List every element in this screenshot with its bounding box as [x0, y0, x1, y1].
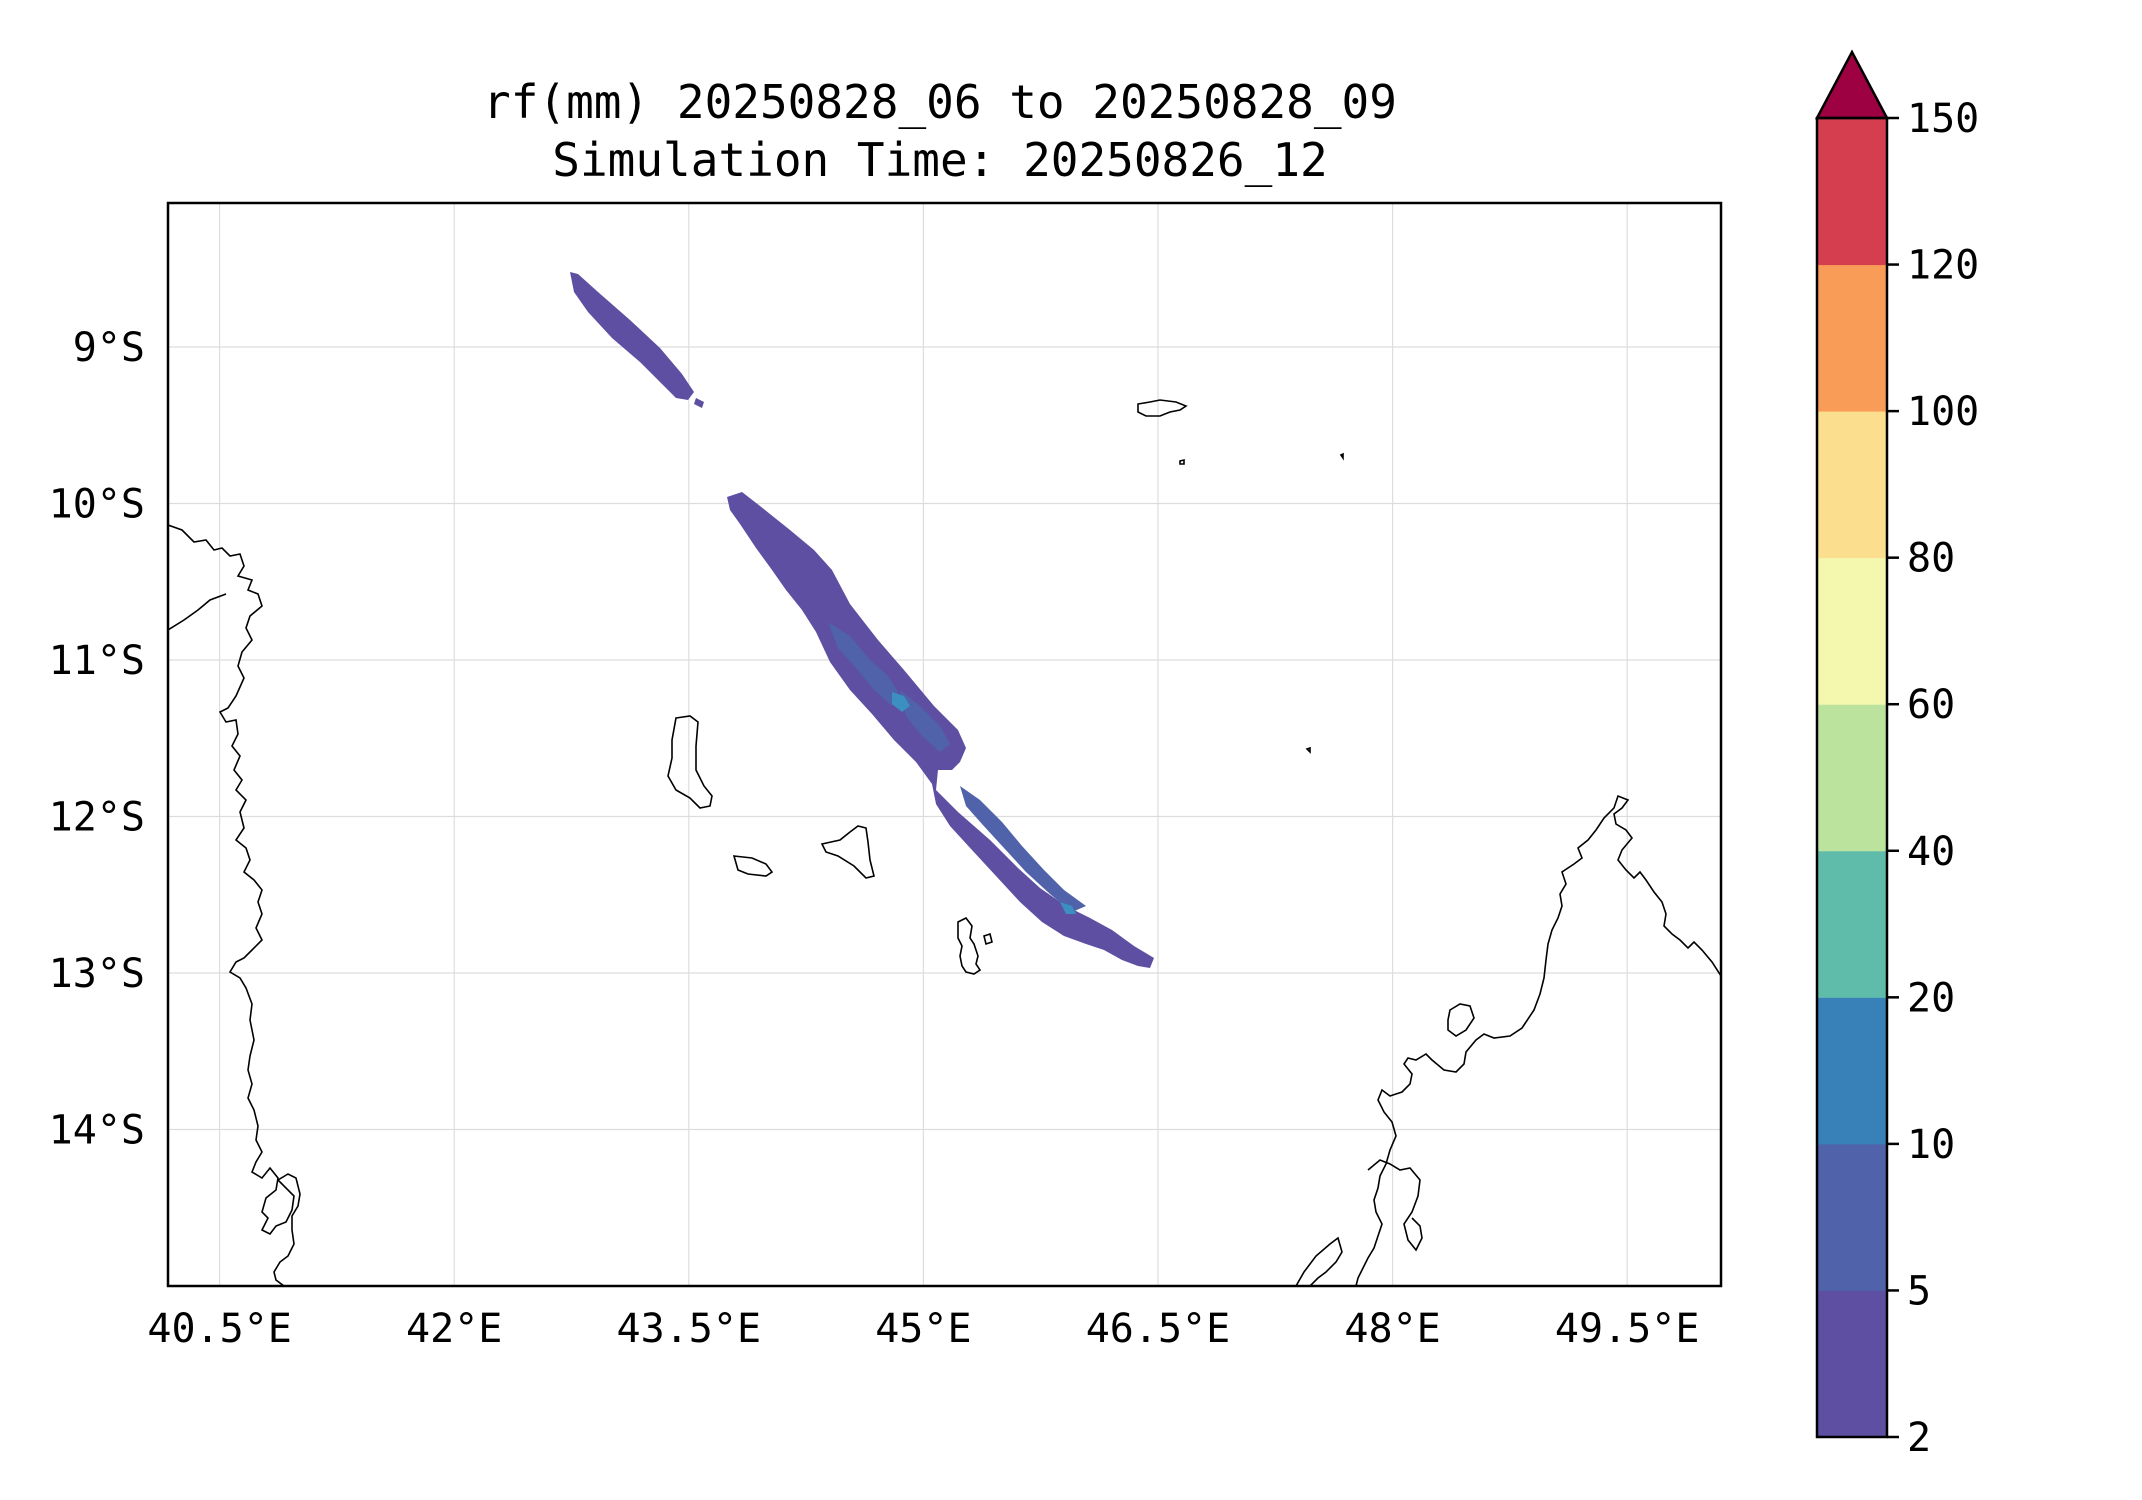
lon-tick-label: 48°E [1344, 1306, 1440, 1352]
colorbar-segment [1817, 1143, 1887, 1291]
island-grande-comore [667, 715, 713, 809]
colorbar-segment [1817, 850, 1887, 998]
colorbar-segment [1817, 704, 1887, 852]
lat-tick-label: 11°S [49, 638, 145, 684]
rain-band-north [570, 272, 694, 400]
island-banc-du-geyser [1305, 746, 1311, 754]
rain-band-mid-3 [960, 786, 1086, 912]
colorbar-tick-label: 2 [1907, 1415, 1931, 1461]
coastline-africa-north [168, 593, 227, 631]
lon-tick-label: 49.5°E [1555, 1306, 1700, 1352]
rain-band-north-fragment [694, 398, 704, 408]
map-title-line1: rf(mm) 20250828_06 to 20250828_09 [483, 75, 1397, 129]
island-moheli [732, 855, 774, 877]
colorbar-segment [1817, 557, 1887, 705]
island-astove [1339, 452, 1344, 461]
map-title-line2: Simulation Time: 20250826_12 [552, 133, 1327, 187]
island-aldabra [1137, 399, 1188, 417]
lat-tick-label: 10°S [49, 481, 145, 527]
lat-tick-label: 13°S [49, 951, 145, 997]
lon-tick-label: 42°E [406, 1306, 502, 1352]
colorbar-segment [1817, 411, 1887, 559]
colorbar-tick-label: 100 [1907, 389, 1979, 435]
coastline-africa [168, 524, 301, 1286]
colorbar: 2 5 10 20 40 60 80 100 120 150 [1814, 49, 1979, 1461]
colorbar-tick-label: 60 [1907, 682, 1955, 728]
colorbar-extend-arrow [1814, 49, 1890, 120]
lon-tick-label: 46.5°E [1086, 1306, 1231, 1352]
colorbar-tick-label: 20 [1907, 975, 1955, 1021]
colorbar-tick-label: 80 [1907, 536, 1955, 582]
coastline-madagascar-nosy [1367, 1159, 1423, 1252]
lon-tick-label: 40.5°E [147, 1306, 292, 1352]
colorbar-segment [1817, 264, 1887, 412]
colorbar-tick-label: 5 [1907, 1268, 1931, 1314]
colorbar-tick-label: 120 [1907, 243, 1979, 289]
rain-band-core-2 [1060, 902, 1076, 914]
coastline-madagascar [1355, 794, 1721, 1286]
rain-band-mid-1 [828, 622, 898, 706]
island-nosy-be [1447, 1003, 1475, 1037]
island-anjouan [820, 825, 875, 879]
colorbar-tick-label: 10 [1907, 1122, 1955, 1168]
colorbar-segment [1817, 118, 1887, 266]
map-frame [166, 201, 1723, 1288]
lon-tick-label: 45°E [875, 1306, 971, 1352]
coastlines [168, 399, 1721, 1286]
lat-tick-label: 14°S [49, 1107, 145, 1153]
colorbar-segment [1817, 997, 1887, 1145]
rain-band-mid-2 [900, 690, 950, 752]
colorbar-segment [1817, 1290, 1887, 1438]
lat-tick-label: 9°S [73, 325, 145, 371]
colorbar-tick-label: 150 [1907, 96, 1979, 142]
island-pamanzi [983, 932, 993, 946]
lat-tick-label: 12°S [49, 794, 145, 840]
rainfall-contours [570, 272, 1154, 968]
colorbar-frame [1815, 116, 1889, 1439]
lon-tick-label: 43.5°E [617, 1306, 762, 1352]
longitude-tick-labels: 40.5°E 42°E 43.5°E 45°E 46.5°E 48°E 49.5°E [147, 1306, 1699, 1352]
coastline-madagascar-sw [1295, 1236, 1343, 1286]
island-mayotte [957, 916, 982, 975]
map-panel [166, 201, 1723, 1288]
colorbar-tick-label: 40 [1907, 829, 1955, 875]
rain-band-core [892, 692, 910, 712]
latitude-tick-labels: 9°S 10°S 11°S 12°S 13°S 14°S [49, 325, 145, 1154]
island-assumption [1179, 458, 1185, 465]
